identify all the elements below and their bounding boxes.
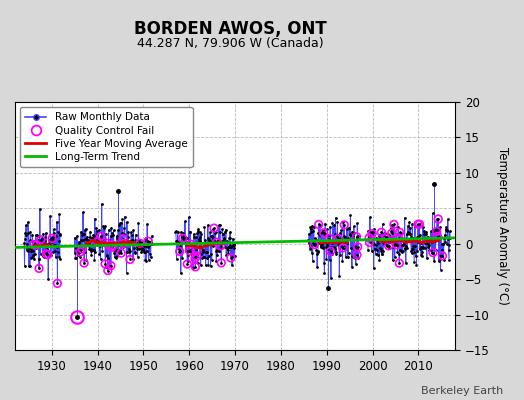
Point	[185, 248, 194, 254]
Point	[354, 244, 362, 250]
Point	[395, 260, 403, 266]
Point	[144, 238, 152, 244]
Point	[334, 235, 342, 242]
Text: 44.287 N, 79.906 W (Canada): 44.287 N, 79.906 W (Canada)	[137, 37, 324, 50]
Point	[352, 234, 361, 240]
Point	[183, 261, 191, 267]
Point	[377, 229, 386, 236]
Point	[42, 251, 50, 257]
Point	[97, 233, 105, 240]
Point	[101, 261, 110, 267]
Point	[429, 249, 437, 256]
Point	[395, 235, 403, 241]
Point	[438, 253, 446, 259]
Point	[93, 238, 102, 245]
Point	[387, 230, 396, 236]
Point	[416, 221, 424, 227]
Point	[213, 239, 221, 246]
Point	[191, 264, 200, 270]
Point	[353, 252, 361, 258]
Point	[365, 235, 373, 241]
Point	[117, 250, 125, 256]
Point	[104, 267, 112, 274]
Point	[108, 244, 116, 250]
Point	[53, 280, 62, 286]
Point	[210, 225, 218, 231]
Point	[43, 252, 52, 258]
Point	[192, 253, 201, 259]
Point	[35, 265, 43, 272]
Point	[108, 242, 117, 248]
Point	[381, 235, 390, 242]
Point	[119, 236, 127, 242]
Point	[365, 239, 374, 246]
Point	[29, 241, 38, 248]
Point	[368, 230, 376, 237]
Point	[119, 240, 128, 247]
Point	[179, 235, 187, 242]
Point	[385, 243, 393, 249]
Text: BORDEN AWOS, ONT: BORDEN AWOS, ONT	[134, 20, 327, 38]
Point	[392, 242, 401, 248]
Y-axis label: Temperature Anomaly (°C): Temperature Anomaly (°C)	[496, 147, 509, 305]
Point	[340, 222, 348, 228]
Point	[136, 240, 144, 246]
Point	[217, 260, 225, 266]
Point	[320, 230, 328, 236]
Point	[432, 228, 441, 234]
Point	[314, 221, 323, 228]
Point	[80, 260, 89, 266]
Point	[103, 240, 111, 246]
Point	[434, 216, 442, 222]
Point	[48, 235, 56, 242]
Point	[192, 247, 200, 254]
Point	[326, 248, 335, 254]
Point	[126, 256, 134, 263]
Point	[76, 249, 84, 255]
Point	[107, 262, 115, 269]
Legend: Raw Monthly Data, Quality Control Fail, Five Year Moving Average, Long-Term Tren: Raw Monthly Data, Quality Control Fail, …	[20, 107, 192, 167]
Text: Berkeley Earth: Berkeley Earth	[421, 386, 503, 396]
Point	[227, 255, 235, 261]
Point	[78, 246, 86, 252]
Point	[176, 248, 184, 255]
Point	[105, 242, 113, 249]
Point	[32, 242, 40, 248]
Point	[339, 245, 347, 251]
Point	[414, 221, 422, 228]
Point	[325, 235, 334, 242]
Point	[37, 237, 45, 243]
Point	[191, 255, 199, 262]
Point	[187, 241, 195, 247]
Point	[216, 243, 225, 249]
Point	[390, 221, 398, 228]
Point	[310, 241, 318, 248]
Point	[433, 233, 442, 239]
Point	[396, 229, 404, 236]
